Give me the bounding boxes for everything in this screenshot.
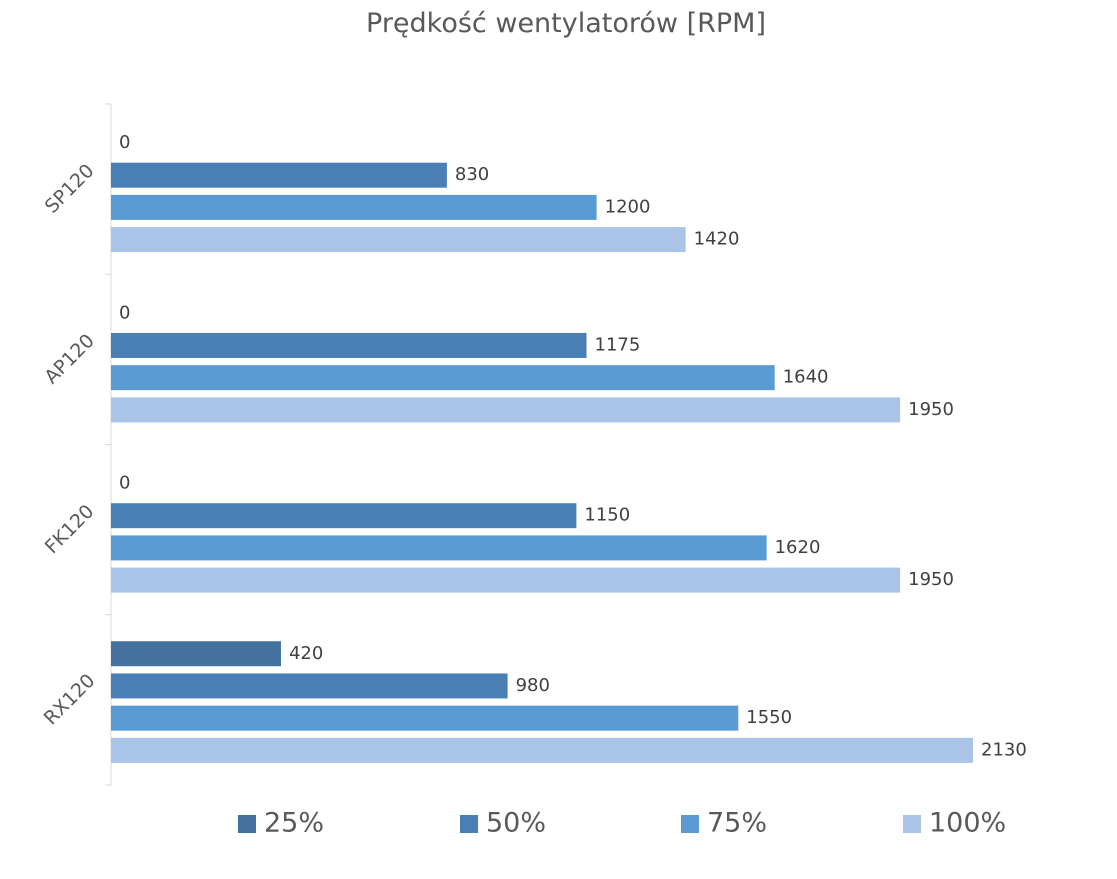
chart-title: Prędkość wentylatorów [RPM] xyxy=(366,8,766,39)
category-label: AP120 xyxy=(40,330,99,389)
bar xyxy=(111,641,281,667)
data-label: 420 xyxy=(289,643,323,664)
data-label: 1175 xyxy=(595,334,641,355)
data-label: 1950 xyxy=(908,399,954,420)
legend-label: 50% xyxy=(486,808,546,839)
legend-label: 25% xyxy=(264,808,324,839)
data-label: 1950 xyxy=(908,569,954,590)
bar xyxy=(111,162,447,188)
data-labels: 0 830 1200 1420 0 1175 1640 1950 0 1150 1620 1950 42… xyxy=(119,132,1027,760)
bar xyxy=(111,194,597,220)
legend-label: 100% xyxy=(929,808,1006,839)
data-label: 1420 xyxy=(694,229,740,250)
category-label: FK120 xyxy=(41,500,99,558)
data-label: 2130 xyxy=(981,739,1027,760)
data-label: 1640 xyxy=(783,367,829,388)
bar xyxy=(111,365,775,391)
bar xyxy=(111,332,587,358)
bar xyxy=(111,503,577,529)
data-label: 980 xyxy=(516,675,550,696)
bar xyxy=(111,673,508,699)
bar xyxy=(111,705,739,731)
bar xyxy=(111,567,901,593)
legend-swatch xyxy=(681,815,699,833)
legend-swatch xyxy=(903,815,921,833)
bar xyxy=(111,397,901,423)
category-label: SP120 xyxy=(41,160,99,218)
data-label: 1150 xyxy=(584,505,630,526)
legend-swatch xyxy=(460,815,478,833)
category-axis xyxy=(105,103,112,786)
data-label: 0 xyxy=(119,302,130,323)
data-label: 830 xyxy=(455,164,489,185)
bar xyxy=(111,227,686,253)
legend-label: 75% xyxy=(707,808,767,839)
category-label: RX120 xyxy=(40,670,100,730)
legend-swatch xyxy=(238,815,256,833)
bars xyxy=(111,162,973,763)
data-label: 0 xyxy=(119,132,130,153)
data-label: 1550 xyxy=(746,707,792,728)
bar xyxy=(111,737,973,763)
bar xyxy=(111,535,767,561)
legend: 25% 50% 75% 100% xyxy=(238,808,1006,839)
data-label: 1620 xyxy=(775,537,821,558)
category-labels: SP120 AP120 FK120 RX120 xyxy=(40,160,100,730)
data-label: 0 xyxy=(119,473,130,494)
data-label: 1200 xyxy=(605,196,651,217)
